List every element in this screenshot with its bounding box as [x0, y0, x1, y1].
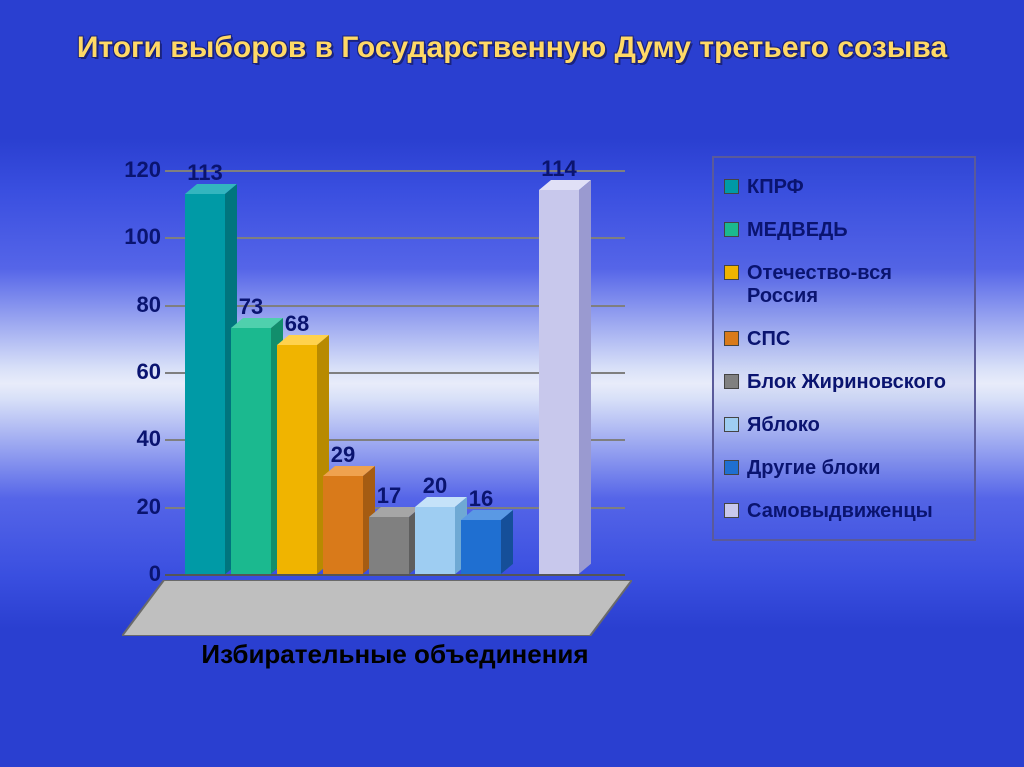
bars-group: 113736829172016114	[165, 170, 625, 574]
legend-label: Блок Жириновского	[747, 371, 946, 394]
bar-front	[369, 517, 409, 574]
bar: 29	[323, 476, 363, 574]
bar-value-label: 114	[533, 156, 585, 182]
legend-item: МЕДВЕДЬ	[724, 219, 964, 242]
bar: 16	[461, 520, 501, 574]
legend-swatch	[724, 179, 739, 194]
bar-value-label: 17	[363, 483, 415, 509]
bar-front	[277, 345, 317, 574]
x-axis-label: Избирательные объединения	[165, 638, 625, 671]
legend-item: Самовыдвиженцы	[724, 500, 964, 523]
legend-swatch	[724, 222, 739, 237]
legend-item: Отечество-вся Россия	[724, 262, 964, 308]
legend-swatch	[724, 417, 739, 432]
legend-label: КПРФ	[747, 176, 804, 199]
bar: 17	[369, 517, 409, 574]
y-tick: 100	[115, 224, 161, 250]
legend-label: МЕДВЕДЬ	[747, 219, 848, 242]
legend-swatch	[724, 331, 739, 346]
y-tick: 20	[115, 494, 161, 520]
legend-label: Другие блоки	[747, 457, 880, 480]
legend-swatch	[724, 265, 739, 280]
bar-value-label: 20	[409, 473, 461, 499]
y-tick: 40	[115, 426, 161, 452]
bar-front	[323, 476, 363, 574]
bar-side	[579, 180, 591, 574]
bar: 20	[415, 507, 455, 574]
bar: 114	[539, 190, 579, 574]
legend-swatch	[724, 503, 739, 518]
gridline	[165, 574, 625, 576]
bar-front	[415, 507, 455, 574]
bar-front	[461, 520, 501, 574]
legend-swatch	[724, 460, 739, 475]
y-tick: 60	[115, 359, 161, 385]
bar-side	[501, 510, 513, 574]
bar-value-label: 113	[179, 160, 231, 186]
bar: 113	[185, 194, 225, 574]
bar-value-label: 73	[225, 294, 277, 320]
bar: 68	[277, 345, 317, 574]
legend-item: Другие блоки	[724, 457, 964, 480]
legend-label: Яблоко	[747, 414, 820, 437]
chart-floor	[122, 580, 632, 636]
bar-front	[185, 194, 225, 574]
bar: 73	[231, 328, 271, 574]
bar-chart: 020406080100120 113736829172016114 Избир…	[70, 150, 630, 710]
bar-value-label: 68	[271, 311, 323, 337]
legend-item: Блок Жириновского	[724, 371, 964, 394]
legend-item: КПРФ	[724, 176, 964, 199]
legend: КПРФ МЕДВЕДЬ Отечество-вся Россия СПС Блок Ж…	[712, 156, 976, 541]
slide-title: Итоги выборов в Государственную Думу тре…	[0, 24, 1024, 72]
legend-label: СПС	[747, 328, 790, 351]
legend-label: Самовыдвиженцы	[747, 500, 933, 523]
y-tick: 120	[115, 157, 161, 183]
legend-item: Яблоко	[724, 414, 964, 437]
bar-value-label: 29	[317, 442, 369, 468]
legend-label: Отечество-вся Россия	[747, 262, 964, 308]
legend-swatch	[724, 374, 739, 389]
bar-front	[539, 190, 579, 574]
legend-item: СПС	[724, 328, 964, 351]
bar-value-label: 16	[455, 486, 507, 512]
y-tick: 80	[115, 292, 161, 318]
plot-area: 113736829172016114	[165, 170, 625, 574]
bar-front	[231, 328, 271, 574]
